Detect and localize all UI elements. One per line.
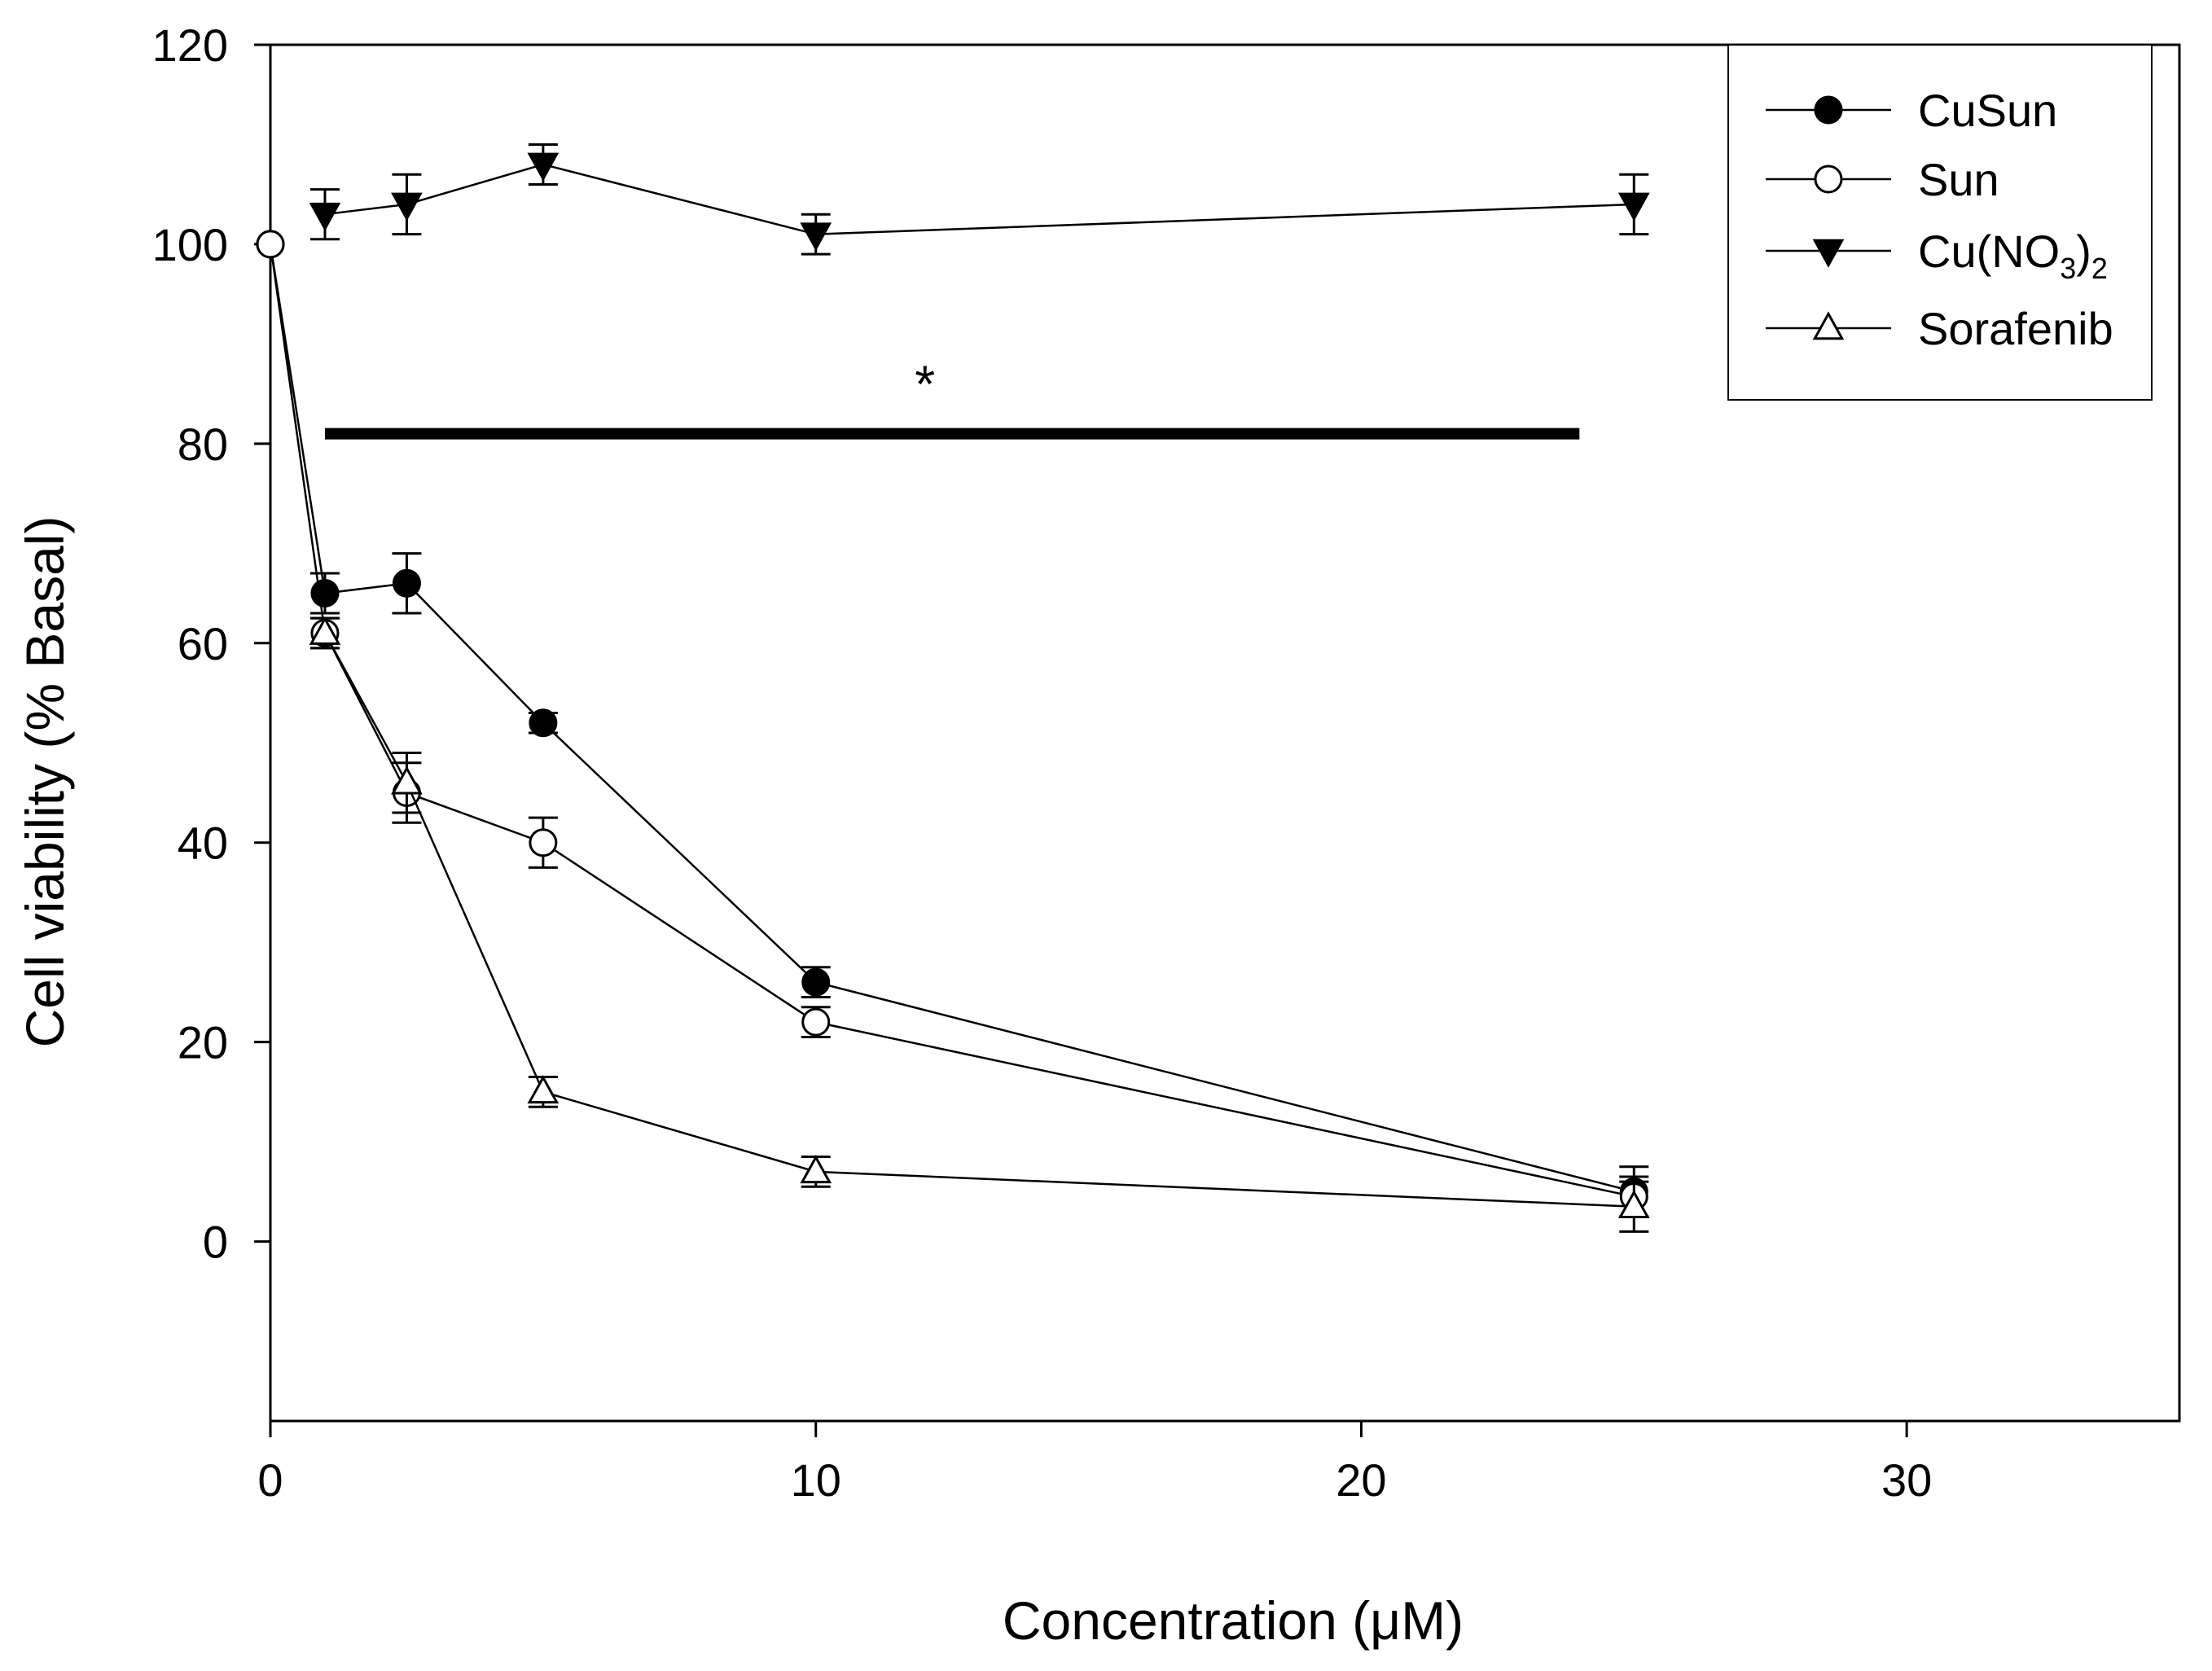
x-axis-title: Concentration (μM) <box>1003 1590 1464 1651</box>
data-point-cu-no3-2 <box>391 192 423 221</box>
data-point-sun <box>256 230 285 259</box>
x-tick-label: 30 <box>1881 1454 1932 1506</box>
legend-label: CuSun <box>1918 85 2057 136</box>
data-point-sorafenib <box>527 1075 560 1104</box>
legend-marker <box>1814 95 1843 125</box>
annotation-layer: * <box>324 354 1580 440</box>
x-tick-label: 20 <box>1336 1454 1386 1506</box>
legend-subscript: 2 <box>2091 252 2108 285</box>
legend-item-cu-no3-2: Cu(NO3)2 <box>1766 226 2108 285</box>
y-tick-label: 80 <box>178 419 228 470</box>
data-point-cu-no3-2 <box>309 202 341 231</box>
legend-item-sorafenib: Sorafenib <box>1766 303 2113 354</box>
legend-marker <box>1814 164 1843 194</box>
legend: CuSun Sun Cu(NO3)2 Sorafenib <box>1727 44 2153 401</box>
legend-label: Sun <box>1918 154 1999 205</box>
data-point-sorafenib <box>391 765 423 795</box>
x-tick-label: 10 <box>791 1454 841 1506</box>
data-point-sorafenib <box>800 1155 832 1184</box>
legend-label: Cu(NO3)2 <box>1918 226 2108 285</box>
y-tick-label: 0 <box>203 1217 228 1268</box>
y-tick-label: 40 <box>178 818 228 869</box>
series-line-sun <box>269 243 1635 1198</box>
data-point-cusun <box>392 568 421 598</box>
legend-subscript: 3 <box>2060 252 2076 285</box>
y-axis-ticks: 0 20 40 60 80 100 120 <box>152 20 270 1268</box>
data-point-cusun <box>310 579 340 608</box>
y-tick-label: 60 <box>178 618 228 669</box>
y-tick-label: 120 <box>152 20 228 71</box>
plot-area-frame <box>269 43 2181 1423</box>
series-line-cusun <box>269 243 1635 1193</box>
data-point-cusun <box>801 967 831 997</box>
x-axis-ticks: 0 10 20 30 <box>257 1421 1932 1506</box>
data-point-cu-no3-2 <box>1617 192 1650 221</box>
x-tick-label: 0 <box>257 1454 283 1506</box>
legend-label: Sorafenib <box>1918 303 2113 354</box>
data-point-sun <box>801 1007 831 1037</box>
y-tick-label: 20 <box>178 1017 228 1068</box>
data-point-sorafenib <box>1617 1190 1650 1219</box>
series-layer <box>256 143 1650 1233</box>
data-point-cu-no3-2 <box>800 222 832 252</box>
legend-marker <box>1812 239 1845 268</box>
legend-box <box>1727 44 2153 401</box>
series-sorafenib <box>309 616 1650 1233</box>
data-point-cusun <box>529 708 558 738</box>
legend-item-cusun: CuSun <box>1766 85 2057 136</box>
y-tick-label: 100 <box>152 219 228 270</box>
significance-asterisk: * <box>915 354 935 413</box>
data-point-sun <box>529 828 558 857</box>
y-axis-title: Cell viability (% Basal) <box>15 516 75 1048</box>
legend-paren: ) <box>2076 226 2091 277</box>
legend-item-sun: Sun <box>1766 154 1999 205</box>
legend-marker <box>1812 311 1845 340</box>
data-point-sorafenib <box>309 616 341 645</box>
series-cu-no3-2 <box>309 143 1650 256</box>
data-point-cu-no3-2 <box>527 152 560 182</box>
